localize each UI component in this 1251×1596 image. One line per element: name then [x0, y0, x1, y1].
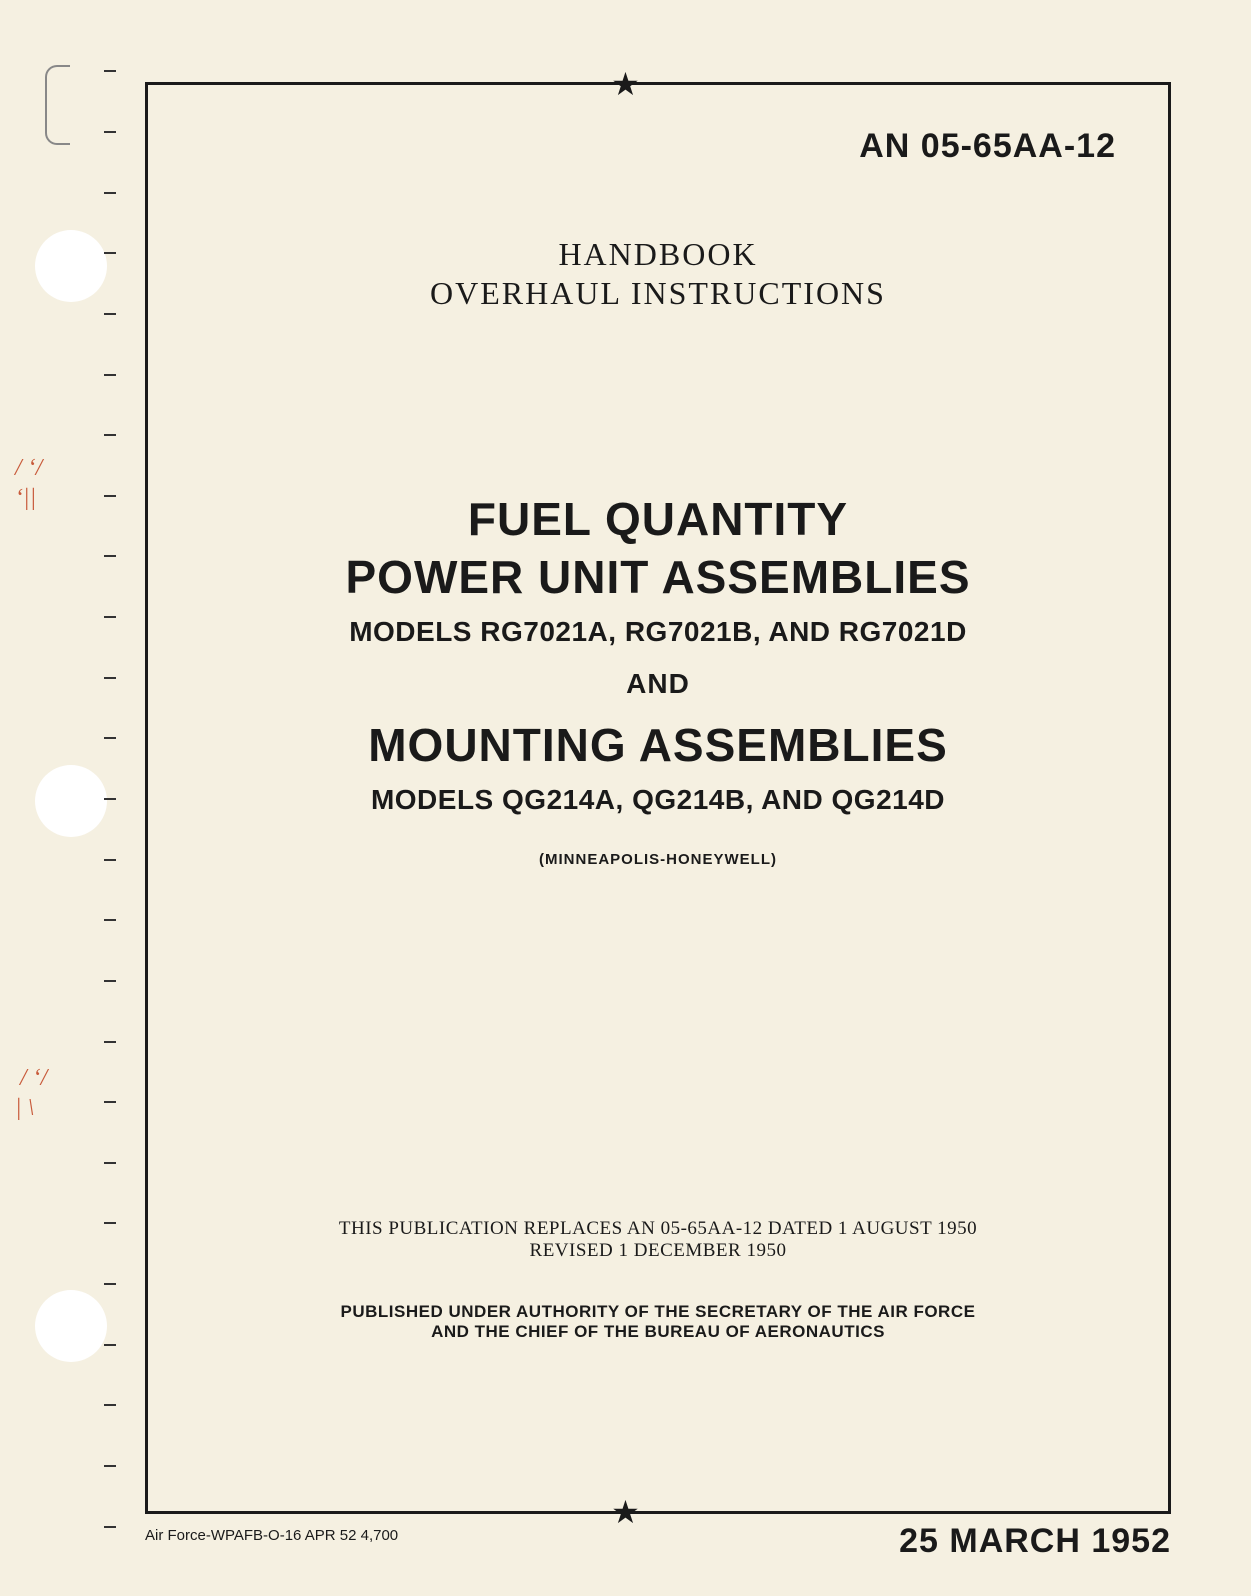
- binding-hole: [35, 1290, 107, 1362]
- published-line1: PUBLISHED UNDER AUTHORITY OF THE SECRETA…: [200, 1302, 1116, 1322]
- margin-mark: / ʻ/: [20, 1065, 47, 1092]
- handbook-header: HANDBOOK OVERHAUL INSTRUCTIONS: [200, 236, 1116, 312]
- title-line2: POWER UNIT ASSEMBLIES: [200, 550, 1116, 604]
- instructions-label: OVERHAUL INSTRUCTIONS: [200, 275, 1116, 312]
- margin-mark: / ʻ/: [15, 455, 42, 482]
- binding-hole: [35, 230, 107, 302]
- title-line1: FUEL QUANTITY: [200, 492, 1116, 546]
- handbook-label: HANDBOOK: [200, 236, 1116, 273]
- spiral-binding-edge: [110, 40, 112, 1556]
- replaces-section: THIS PUBLICATION REPLACES AN 05-65AA-12 …: [200, 1218, 1116, 1262]
- footer-date: 25 MARCH 1952: [899, 1522, 1171, 1561]
- published-section: PUBLISHED UNDER AUTHORITY OF THE SECRETA…: [200, 1302, 1116, 1342]
- replaces-line2: REVISED 1 DECEMBER 1950: [200, 1240, 1116, 1262]
- models-text-2: MODELS QG214A, QG214B, AND QG214D: [200, 784, 1116, 816]
- models-text-1: MODELS RG7021A, RG7021B, AND RG7021D: [200, 616, 1116, 648]
- staple-mark: [45, 65, 70, 145]
- footer-print-info: Air Force-WPAFB-O-16 APR 52 4,700: [145, 1527, 398, 1544]
- margin-mark: | \: [15, 1095, 34, 1122]
- and-label: AND: [200, 668, 1116, 700]
- title-line3: MOUNTING ASSEMBLIES: [200, 718, 1116, 772]
- document-page: / ʻ/ ʻ|| / ʻ/ | \ ★ AN 05-65AA-12: [0, 0, 1251, 1596]
- binding-hole: [35, 765, 107, 837]
- published-line2: AND THE CHIEF OF THE BUREAU OF AERONAUTI…: [200, 1322, 1116, 1342]
- margin-mark: ʻ||: [15, 485, 36, 512]
- title-section: FUEL QUANTITY POWER UNIT ASSEMBLIES MODE…: [200, 492, 1116, 868]
- manufacturer-label: (MINNEAPOLIS-HONEYWELL): [200, 851, 1116, 868]
- content-area: AN 05-65AA-12 HANDBOOK OVERHAUL INSTRUCT…: [145, 82, 1171, 1514]
- star-icon: ★: [611, 1493, 640, 1531]
- replaces-line1: THIS PUBLICATION REPLACES AN 05-65AA-12 …: [200, 1218, 1116, 1240]
- document-number: AN 05-65AA-12: [200, 127, 1116, 166]
